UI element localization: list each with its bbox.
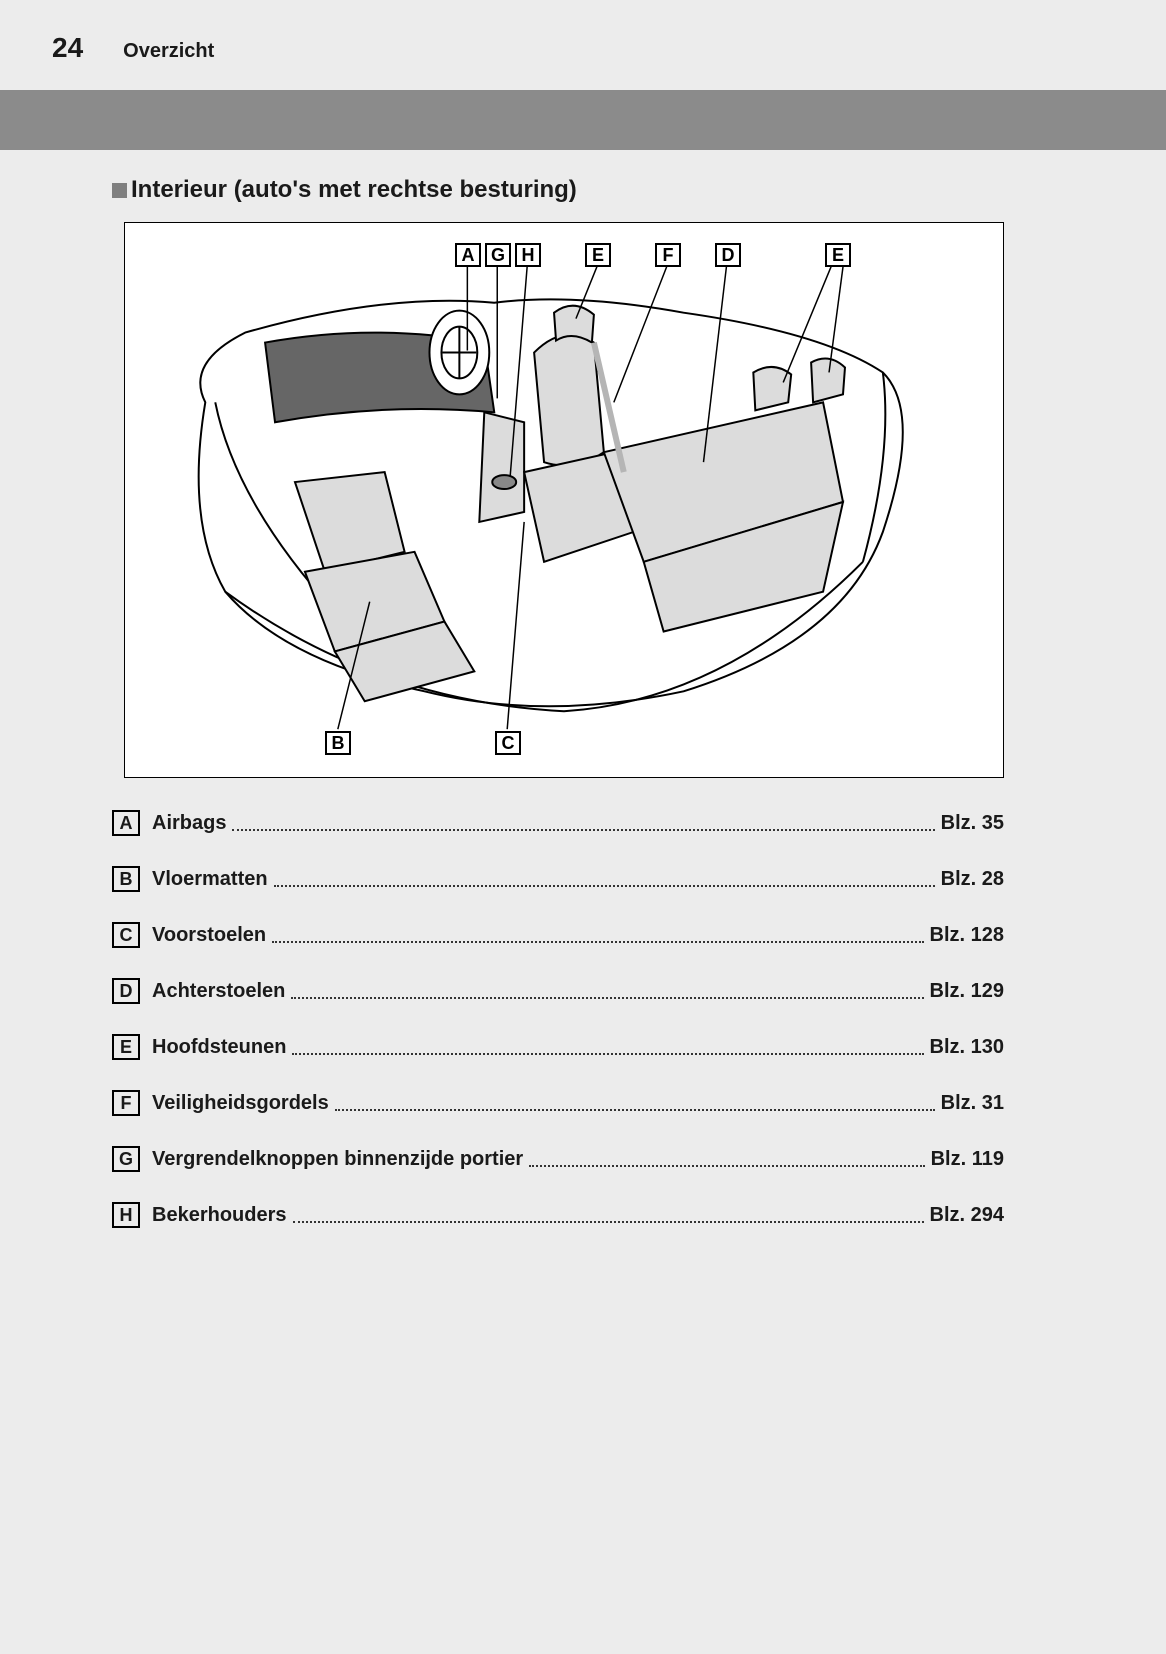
legend-letter: C [112, 922, 140, 948]
legend-label: Achterstoelen [152, 980, 285, 1003]
interior-svg [125, 223, 1003, 777]
header-band [0, 90, 1166, 150]
legend-row-h: H Bekerhouders Blz. 294 [112, 1202, 1004, 1228]
legend-dots [272, 923, 923, 943]
legend-row-b: B Vloermatten Blz. 28 [112, 866, 1004, 892]
callout-f: F [655, 243, 681, 267]
legend-row-a: A Airbags Blz. 35 [112, 810, 1004, 836]
legend-dots [291, 979, 923, 999]
legend-page: Blz. 129 [930, 980, 1004, 1003]
legend-letter: D [112, 978, 140, 1004]
legend-page: Blz. 31 [941, 1092, 1004, 1115]
legend-letter: A [112, 810, 140, 836]
legend-dots [529, 1147, 924, 1167]
title-row: Interieur (auto's met rechtse besturing) [112, 176, 577, 204]
callout-b: B [325, 731, 351, 755]
legend-page: Blz. 28 [941, 868, 1004, 891]
interior-diagram: AGH E F D E B C [124, 222, 1004, 778]
section-title: Overzicht [123, 40, 214, 63]
legend-row-f: F Veiligheidsgordels Blz. 31 [112, 1090, 1004, 1116]
legend-label: Vloermatten [152, 868, 268, 891]
callout-c: C [495, 731, 521, 755]
legend-letter: E [112, 1034, 140, 1060]
legend-row-c: C Voorstoelen Blz. 128 [112, 922, 1004, 948]
bullet-icon [112, 183, 127, 198]
legend-dots [274, 867, 935, 887]
legend-letter: H [112, 1202, 140, 1228]
legend-dots [335, 1091, 935, 1111]
header: 24 Overzicht [0, 0, 1166, 64]
legend-dots [293, 1203, 924, 1223]
callout-h: H [515, 243, 541, 267]
legend-letter: G [112, 1146, 140, 1172]
page-number: 24 [52, 32, 83, 64]
legend-label: Veiligheidsgordels [152, 1092, 329, 1115]
page-heading: Interieur (auto's met rechtse besturing) [131, 176, 577, 204]
legend-page: Blz. 128 [930, 924, 1004, 947]
legend-page: Blz. 130 [930, 1036, 1004, 1059]
legend-label: Bekerhouders [152, 1204, 287, 1227]
legend: A Airbags Blz. 35 B Vloermatten Blz. 28 C Voors… [112, 810, 1004, 1258]
legend-row-g: G Vergrendelknoppen binnenzijde portier Bl… [112, 1146, 1004, 1172]
legend-label: Airbags [152, 812, 226, 835]
callout-d: D [715, 243, 741, 267]
legend-label: Voorstoelen [152, 924, 266, 947]
legend-dots [232, 811, 934, 831]
legend-letter: B [112, 866, 140, 892]
legend-page: Blz. 294 [930, 1204, 1004, 1227]
legend-label: Hoofdsteunen [152, 1036, 286, 1059]
callout-a: A [455, 243, 481, 267]
legend-label: Vergrendelknoppen binnenzijde portier [152, 1148, 523, 1171]
callout-e: E [585, 243, 611, 267]
legend-page: Blz. 119 [931, 1148, 1004, 1171]
legend-row-e: E Hoofdsteunen Blz. 130 [112, 1034, 1004, 1060]
callout-e: E [825, 243, 851, 267]
legend-letter: F [112, 1090, 140, 1116]
legend-page: Blz. 35 [941, 812, 1004, 835]
legend-row-d: D Achterstoelen Blz. 129 [112, 978, 1004, 1004]
legend-dots [292, 1035, 923, 1055]
callout-g: G [485, 243, 511, 267]
